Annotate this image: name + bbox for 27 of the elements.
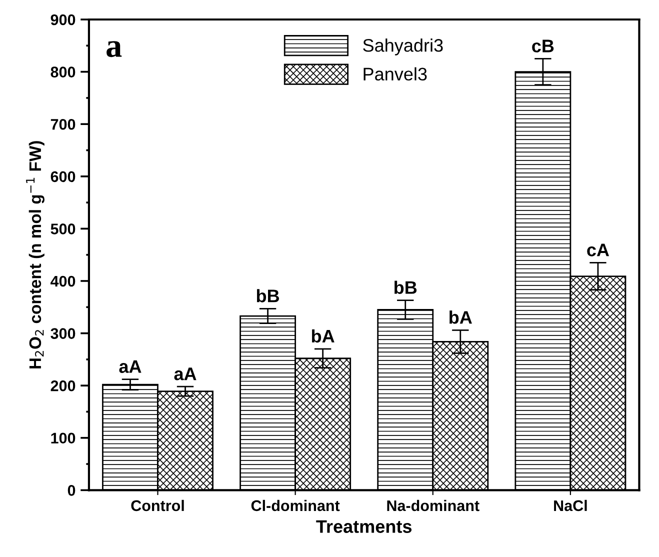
x-tick-label: NaCl	[554, 500, 587, 512]
y-tick-label: 700	[50, 118, 76, 130]
data-label: bA	[312, 329, 334, 343]
x-tick-label: Cl-dominant	[251, 500, 340, 512]
data-label: aA	[174, 368, 196, 380]
y-axis-title: H$_{2}$O$_{2}$ content (n mol g$^{−1}$ FW)	[26, 141, 44, 368]
data-label: cA	[587, 244, 610, 256]
y-tick-label: 600	[50, 171, 76, 182]
y-tick-label: 300	[50, 328, 76, 339]
data-label: bA	[450, 310, 472, 324]
data-label: cB	[532, 40, 554, 52]
y-tick-label: 0	[68, 485, 76, 496]
y-tick-label: 400	[50, 276, 76, 287]
legend-label: Panvel3	[364, 67, 427, 81]
y-tick-label: 900	[50, 14, 76, 26]
y-tick-label: 100	[51, 432, 76, 444]
y-tick-label: 500	[50, 224, 76, 234]
annotation: a	[106, 41, 122, 58]
x-tick-label: Na-dominant	[387, 500, 480, 512]
data-label: bB	[394, 280, 417, 294]
legend-label: Sahyadri3	[363, 38, 443, 56]
x-axis-title: Treatments	[316, 520, 412, 533]
data-label: bB	[256, 289, 280, 302]
x-tick-label: Control	[131, 500, 184, 512]
y-tick-label: 200	[50, 380, 76, 392]
data-label: aA	[119, 360, 142, 373]
y-tick-label: 800	[50, 66, 76, 78]
